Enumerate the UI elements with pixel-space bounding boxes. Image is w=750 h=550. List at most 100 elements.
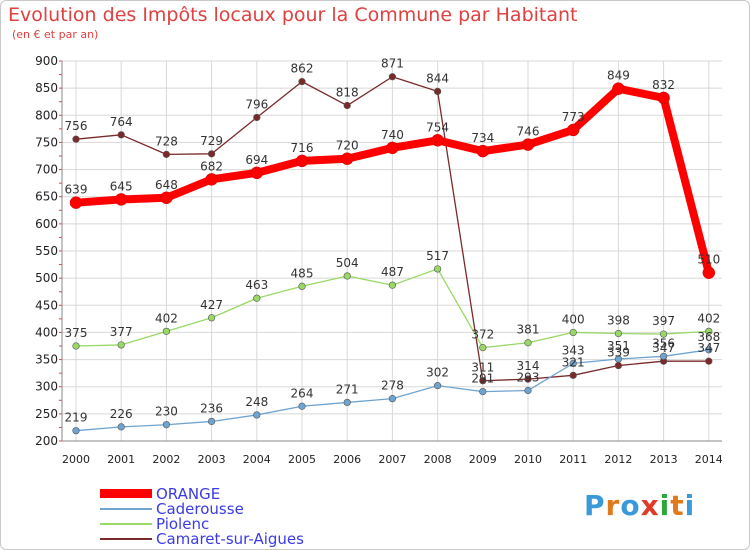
y-tick-label: 900 [35, 54, 58, 68]
data-label: 832 [652, 78, 675, 92]
data-point [386, 141, 399, 155]
legend-label: Caderousse [156, 499, 244, 518]
data-point [117, 423, 125, 431]
x-tick-label: 2002 [152, 453, 180, 466]
data-label: 271 [336, 382, 359, 396]
data-label: 849 [607, 69, 630, 83]
data-point [569, 328, 577, 337]
proxiti-logo: Proxiti [584, 489, 695, 522]
data-label: 720 [336, 139, 359, 153]
data-point [614, 361, 623, 370]
data-point [614, 355, 623, 363]
data-point [72, 135, 80, 143]
data-label: 639 [65, 183, 88, 197]
data-label: 694 [245, 153, 268, 167]
logo-letter: t [670, 489, 685, 522]
data-label: 293 [517, 371, 540, 385]
chart-title: Evolution des Impôts locaux pour la Comm… [8, 4, 578, 26]
data-point [343, 101, 351, 110]
logo-letter: r [605, 489, 621, 522]
data-point [298, 78, 306, 86]
data-point [162, 150, 170, 158]
data-point [569, 371, 577, 379]
data-label: 278 [381, 379, 404, 393]
x-tick-label: 2008 [424, 453, 452, 466]
y-tick-label: 750 [35, 135, 58, 149]
legend-swatch [100, 522, 152, 525]
data-label: 321 [562, 355, 585, 369]
data-point [705, 327, 713, 335]
legend-label: Camaret-sur-Aigues [156, 529, 304, 548]
logo-letter: i [659, 489, 671, 522]
data-label: 314 [517, 359, 540, 373]
data-label: 844 [426, 71, 449, 85]
data-point [521, 138, 535, 151]
data-point [612, 82, 625, 95]
data-point [705, 357, 713, 365]
legend-item-piolenc: Piolenc [100, 515, 209, 533]
data-point [657, 91, 670, 105]
data-label: 356 [652, 336, 675, 350]
legend-swatch [100, 507, 152, 510]
data-point [208, 417, 216, 426]
data-label: 729 [200, 134, 223, 148]
data-point [69, 196, 83, 209]
x-tick-label: 2006 [333, 453, 361, 466]
data-point [162, 327, 170, 335]
data-point [479, 377, 487, 385]
legend-item-orange: ORANGE [100, 484, 221, 503]
data-point [340, 152, 354, 165]
data-label: 728 [155, 134, 178, 148]
y-tick-label: 450 [35, 298, 58, 312]
logo-letter: P [584, 489, 606, 522]
logo-letter: i [684, 489, 696, 522]
data-label: 311 [471, 361, 494, 375]
data-point [479, 344, 487, 352]
data-label: 368 [697, 330, 720, 344]
data-label: 375 [65, 326, 88, 340]
data-label: 740 [381, 128, 404, 142]
data-point [569, 359, 577, 367]
y-tick-label: 800 [35, 108, 58, 122]
x-tick-label: 2004 [243, 453, 271, 466]
data-label: 402 [697, 311, 720, 325]
data-label: 510 [697, 253, 720, 267]
data-label: 754 [426, 120, 449, 134]
x-tick-label: 2005 [288, 453, 316, 466]
legend-label: ORANGE [156, 484, 221, 503]
data-label: 248 [245, 395, 268, 409]
data-label: 716 [291, 141, 314, 155]
data-point [117, 341, 125, 349]
data-point [434, 382, 442, 390]
data-point [388, 395, 397, 403]
x-tick-label: 2010 [514, 453, 542, 466]
data-point [388, 281, 397, 289]
x-tick-label: 2000 [62, 453, 90, 466]
data-label: 264 [291, 386, 314, 400]
y-tick-label: 250 [35, 407, 58, 421]
data-point [298, 402, 306, 410]
data-point [479, 388, 487, 396]
data-point [295, 154, 309, 168]
data-point [117, 131, 125, 139]
y-tick-label: 650 [35, 190, 58, 204]
data-point [253, 294, 261, 302]
data-point [208, 314, 216, 322]
data-label: 427 [200, 298, 223, 312]
data-point [253, 411, 261, 419]
data-point [298, 282, 306, 290]
chart-subtitle: (en € et par an) [12, 28, 99, 41]
data-point [343, 398, 351, 407]
data-point [524, 339, 532, 347]
data-point [160, 191, 173, 205]
data-point [250, 166, 264, 180]
y-tick-label: 550 [35, 244, 58, 258]
data-label: 648 [155, 178, 178, 192]
data-label: 236 [200, 401, 223, 415]
data-label: 397 [652, 314, 675, 328]
legend-item-caderousse: Caderousse [100, 499, 244, 518]
data-point [659, 352, 668, 360]
data-point [524, 386, 532, 395]
legend-swatch [100, 489, 152, 498]
data-label: 400 [562, 312, 585, 326]
